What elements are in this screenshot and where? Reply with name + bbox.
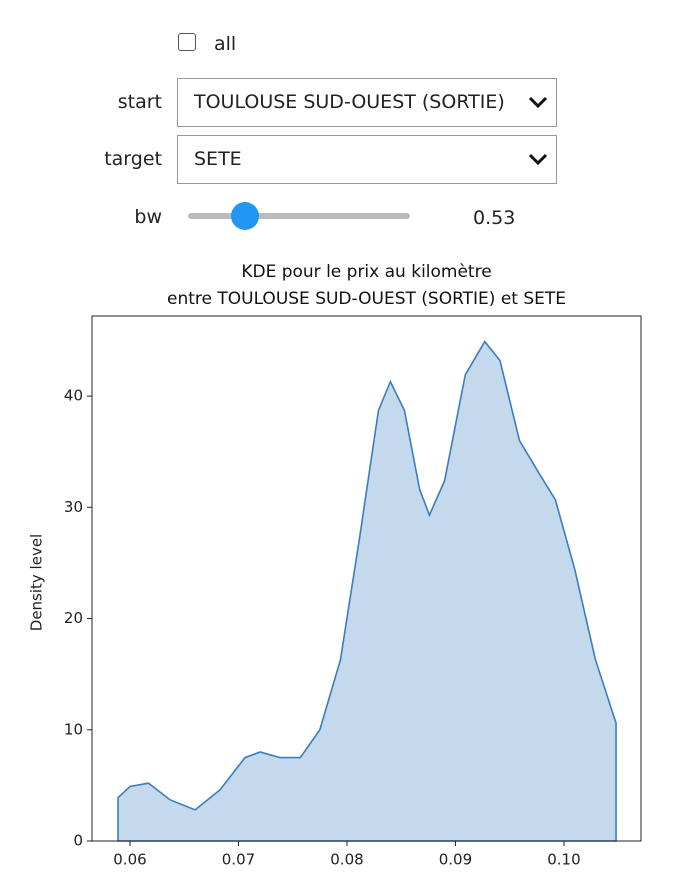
x-tick-label: 0.09 bbox=[439, 851, 472, 869]
slider-handle[interactable] bbox=[231, 202, 259, 230]
start-value: TOULOUSE SUD-OUEST (SORTIE) bbox=[194, 91, 505, 113]
chevron bbox=[528, 96, 548, 109]
slider-track[interactable] bbox=[188, 213, 410, 219]
slider-readout: 0.53 bbox=[473, 207, 516, 229]
plot-frame bbox=[91, 315, 642, 842]
y-tick-label: 30 bbox=[64, 498, 83, 516]
chevron bbox=[528, 153, 548, 166]
y-tick-label: 0 bbox=[73, 832, 83, 850]
start-dropdown[interactable]: TOULOUSE SUD-OUEST (SORTIE) bbox=[177, 78, 557, 127]
y-axis-label: Density level bbox=[28, 534, 46, 631]
area-fill bbox=[118, 341, 617, 841]
start-label: start bbox=[117, 91, 162, 113]
checkbox[interactable] bbox=[178, 33, 196, 51]
checkbox-label: all bbox=[214, 33, 237, 55]
target-dropdown[interactable]: SETE bbox=[177, 135, 557, 184]
y-tick-label: 40 bbox=[64, 387, 83, 405]
x-tick-label: 0.07 bbox=[222, 851, 255, 869]
bw-label: bw bbox=[134, 206, 162, 228]
x-tick-label: 0.06 bbox=[113, 851, 146, 869]
x-tick-label: 0.10 bbox=[547, 851, 580, 869]
y-tick-label: 10 bbox=[64, 720, 83, 738]
chart-title: KDE pour le prix au kilomètre entre TOUL… bbox=[166, 262, 567, 309]
x-tick-label: 0.08 bbox=[330, 851, 363, 869]
target-label: target bbox=[104, 148, 162, 170]
target-value: SETE bbox=[194, 148, 242, 170]
density-line bbox=[117, 340, 617, 842]
y-tick-label: 20 bbox=[64, 609, 83, 627]
